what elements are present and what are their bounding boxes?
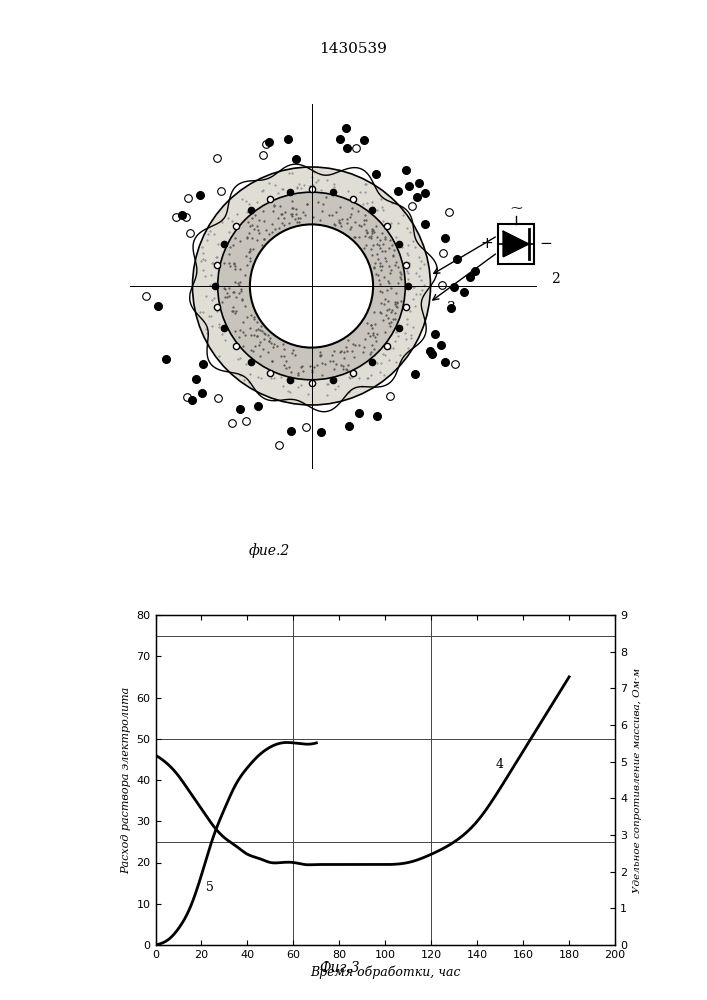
Text: фие.2: фие.2 (249, 543, 290, 558)
Text: Фиг.3: Фиг.3 (319, 961, 360, 975)
Text: −: − (539, 236, 551, 251)
Text: 4: 4 (496, 758, 503, 771)
Y-axis label: Удельное сопротивление массива, Ом·м: Удельное сопротивление массива, Ом·м (633, 667, 642, 893)
X-axis label: Время обработки, час: Время обработки, час (310, 965, 460, 979)
Text: 2: 2 (551, 272, 560, 286)
Bar (498, 224, 534, 264)
Circle shape (250, 224, 373, 348)
Circle shape (192, 167, 431, 405)
Text: ~: ~ (509, 199, 523, 216)
Circle shape (218, 192, 405, 380)
Text: 5: 5 (206, 881, 214, 894)
Text: +: + (480, 236, 493, 251)
Text: 1430539: 1430539 (320, 42, 387, 56)
Text: 3: 3 (448, 301, 456, 315)
Polygon shape (503, 231, 529, 257)
Y-axis label: Расход раствора электролита: Расход раствора электролита (121, 686, 131, 874)
